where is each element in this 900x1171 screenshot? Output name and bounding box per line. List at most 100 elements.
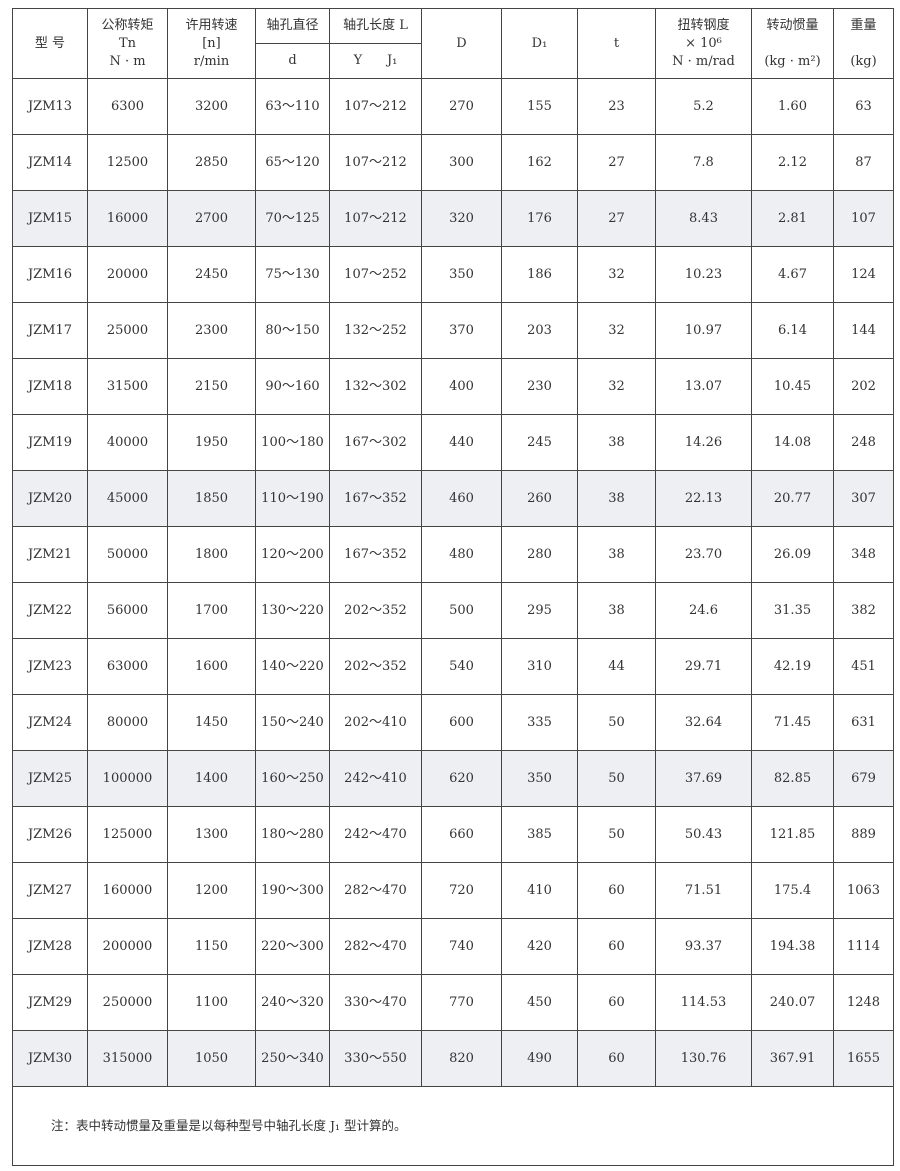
header-weight-unit: (kg) [850,53,877,69]
cell-stiffness: 29.71 [655,638,752,695]
table-row: JZM28 200000 1150 220～300 282～470 740 420 60 93.… [12,918,894,975]
cell-bore-diameter: 160～250 [255,750,330,807]
cell-weight: 1063 [833,862,894,919]
cell-torque: 20000 [87,246,168,303]
cell-stiffness: 114.53 [655,974,752,1031]
cell-bore-diameter: 240～320 [255,974,330,1031]
cell-speed: 1950 [167,414,256,471]
cell-stiffness: 5.2 [655,78,752,135]
cell-bore-length: 132～302 [329,358,422,415]
cell-model: JZM15 [12,190,88,247]
cell-bore-diameter: 150～240 [255,694,330,751]
cell-model: JZM27 [12,862,88,919]
cell-D1: 410 [501,862,578,919]
cell-D: 440 [421,414,502,471]
cell-weight: 1248 [833,974,894,1031]
cell-bore-diameter: 65～120 [255,134,330,191]
cell-speed: 2150 [167,358,256,415]
cell-bore-diameter: 180～280 [255,806,330,863]
cell-bore-length: 167～352 [329,526,422,583]
cell-D: 660 [421,806,502,863]
cell-speed: 2300 [167,302,256,359]
cell-speed: 1450 [167,694,256,751]
cell-D1: 420 [501,918,578,975]
cell-bore-diameter: 250～340 [255,1030,330,1087]
cell-model: JZM28 [12,918,88,975]
cell-weight: 679 [833,750,894,807]
cell-D1: 450 [501,974,578,1031]
cell-model: JZM20 [12,470,88,527]
table-row: JZM13 6300 3200 63～110 107～212 270 155 23 5.2 1.6… [12,78,894,135]
table-row: JZM26 125000 1300 180～280 242～470 660 385 50 50.… [12,806,894,863]
cell-D: 770 [421,974,502,1031]
cell-model: JZM25 [12,750,88,807]
cell-bore-length: 107～212 [329,78,422,135]
header-torque-symbol: Tn [118,35,137,51]
cell-D: 820 [421,1030,502,1087]
cell-stiffness: 7.8 [655,134,752,191]
cell-D: 350 [421,246,502,303]
cell-t: 44 [577,638,656,695]
cell-D1: 230 [501,358,578,415]
cell-bore-length: 202～410 [329,694,422,751]
header-t: t [577,8,656,79]
cell-t: 60 [577,918,656,975]
cell-t: 38 [577,470,656,527]
cell-inertia: 6.14 [751,302,834,359]
cell-speed: 1700 [167,582,256,639]
cell-model: JZM26 [12,806,88,863]
cell-bore-length: 107～252 [329,246,422,303]
cell-D1: 310 [501,638,578,695]
cell-torque: 16000 [87,190,168,247]
cell-inertia: 1.60 [751,78,834,135]
cell-D: 720 [421,862,502,919]
cell-model: JZM30 [12,1030,88,1087]
cell-torque: 25000 [87,302,168,359]
cell-model: JZM14 [12,134,88,191]
cell-inertia: 240.07 [751,974,834,1031]
cell-inertia: 10.45 [751,358,834,415]
cell-bore-diameter: 220～300 [255,918,330,975]
cell-stiffness: 14.26 [655,414,752,471]
cell-bore-length: 202～352 [329,638,422,695]
header-weight: 重量 (kg) [833,8,894,79]
cell-inertia: 71.45 [751,694,834,751]
header-speed-symbol: [n] [202,35,221,51]
cell-weight: 107 [833,190,894,247]
cell-bore-length: 242～410 [329,750,422,807]
table-row: JZM27 160000 1200 190～300 282～470 720 410 60 71.… [12,862,894,919]
cell-D1: 490 [501,1030,578,1087]
cell-stiffness: 22.13 [655,470,752,527]
table-row: JZM24 80000 1450 150～240 202～410 600 335 50 32.6… [12,694,894,751]
cell-D1: 176 [501,190,578,247]
cell-torque: 56000 [87,582,168,639]
cell-speed: 1150 [167,918,256,975]
cell-bore-length: 330～550 [329,1030,422,1087]
cell-speed: 1200 [167,862,256,919]
cell-inertia: 121.85 [751,806,834,863]
cell-bore-length: 242～470 [329,806,422,863]
header-torque-unit: N · m [109,53,146,69]
cell-inertia: 20.77 [751,470,834,527]
header-D: D [421,8,502,79]
cell-torque: 31500 [87,358,168,415]
cell-stiffness: 32.64 [655,694,752,751]
header-stiffness-factor: × 10⁶ [685,35,722,51]
cell-stiffness: 13.07 [655,358,752,415]
cell-D1: 155 [501,78,578,135]
cell-stiffness: 37.69 [655,750,752,807]
cell-stiffness: 23.70 [655,526,752,583]
cell-weight: 1114 [833,918,894,975]
cell-stiffness: 130.76 [655,1030,752,1087]
cell-speed: 1300 [167,806,256,863]
header-bore-length-sub: Y J₁ [329,43,422,79]
cell-t: 38 [577,582,656,639]
cell-speed: 2700 [167,190,256,247]
cell-stiffness: 71.51 [655,862,752,919]
cell-bore-diameter: 75～130 [255,246,330,303]
cell-D1: 245 [501,414,578,471]
cell-D1: 385 [501,806,578,863]
cell-speed: 1100 [167,974,256,1031]
cell-t: 32 [577,358,656,415]
cell-D: 320 [421,190,502,247]
